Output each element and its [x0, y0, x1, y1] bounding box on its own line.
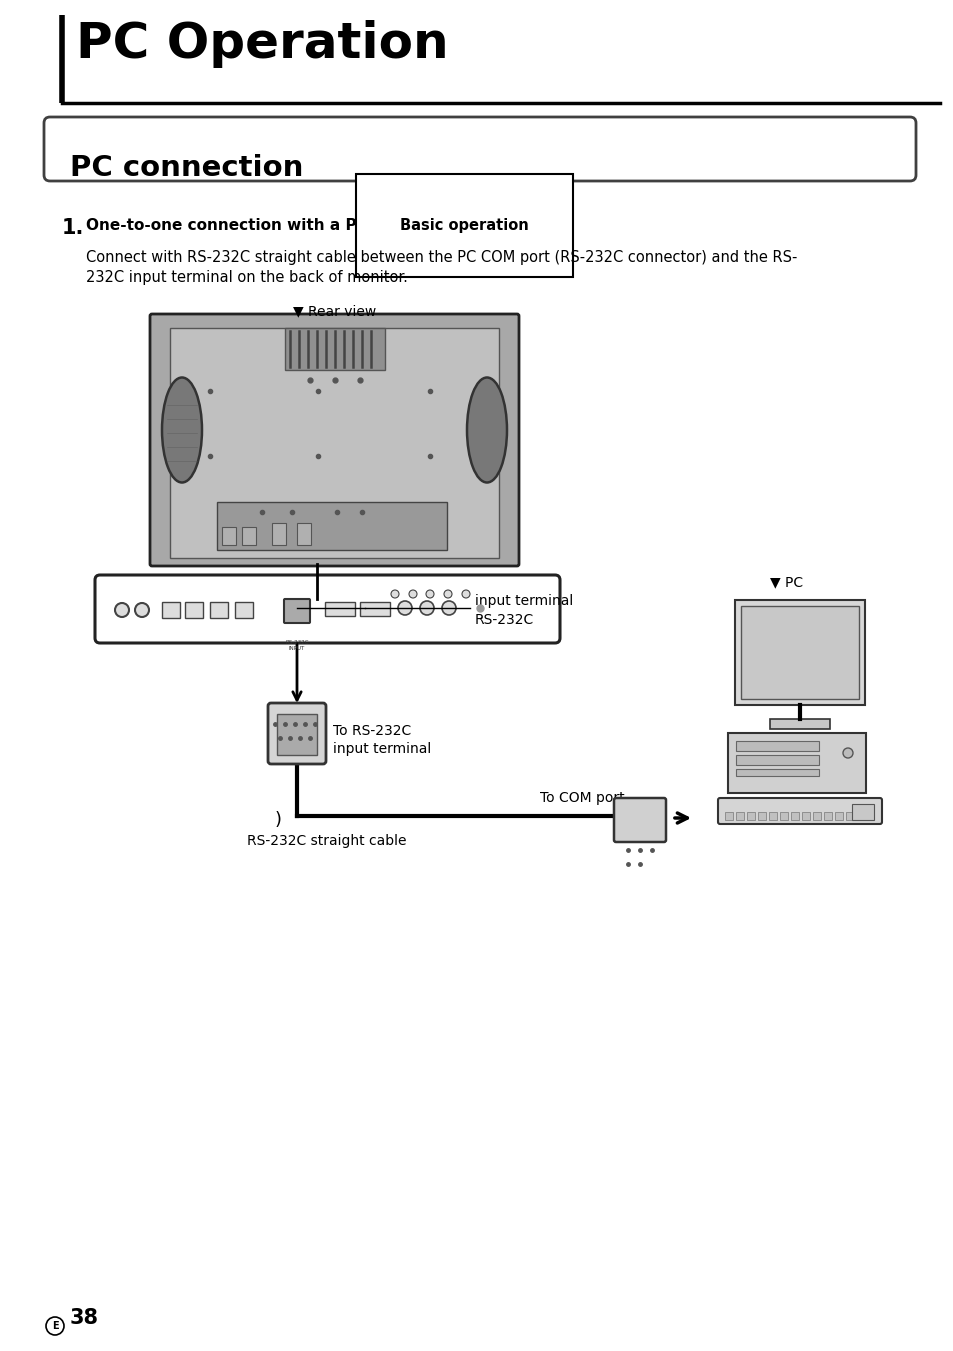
Text: ▼ PC: ▼ PC [769, 576, 802, 589]
Bar [780, 812, 787, 820]
FancyBboxPatch shape [44, 118, 915, 181]
Ellipse shape [391, 590, 398, 598]
FancyBboxPatch shape [95, 576, 559, 643]
Text: input terminal: input terminal [475, 594, 573, 608]
Bar [285, 328, 385, 370]
Bar [735, 755, 818, 765]
Text: E: E [51, 1321, 58, 1331]
Ellipse shape [461, 590, 470, 598]
Text: One-to-one connection with a PC......: One-to-one connection with a PC...... [86, 218, 401, 232]
Bar [734, 600, 864, 705]
Bar [758, 812, 765, 820]
Bar [325, 603, 355, 616]
Bar [790, 812, 799, 820]
Bar [210, 603, 228, 617]
Bar [296, 523, 311, 544]
Bar [746, 812, 754, 820]
Ellipse shape [842, 748, 852, 758]
Ellipse shape [409, 590, 416, 598]
Bar [170, 328, 498, 558]
Ellipse shape [426, 590, 434, 598]
Text: Connect with RS-232C straight cable between the PC COM port (RS-232C connector) : Connect with RS-232C straight cable betw… [86, 250, 797, 265]
Bar [735, 740, 818, 751]
Text: To RS-232C: To RS-232C [333, 724, 411, 738]
Text: Basic operation: Basic operation [399, 218, 528, 232]
Bar [834, 812, 842, 820]
Text: ): ) [274, 811, 282, 830]
FancyBboxPatch shape [268, 703, 326, 765]
Ellipse shape [441, 601, 456, 615]
Bar [735, 812, 743, 820]
Text: To COM port: To COM port [539, 790, 624, 805]
FancyBboxPatch shape [284, 598, 310, 623]
Bar [222, 527, 235, 544]
Text: 232C input terminal on the back of monitor.: 232C input terminal on the back of monit… [86, 270, 408, 285]
Ellipse shape [162, 377, 202, 482]
Text: input terminal: input terminal [333, 742, 431, 757]
Bar [162, 603, 180, 617]
Bar [727, 734, 865, 793]
Ellipse shape [397, 601, 412, 615]
Bar [812, 812, 821, 820]
Ellipse shape [135, 603, 149, 617]
Text: 38: 38 [70, 1308, 99, 1328]
Bar [769, 719, 829, 730]
FancyBboxPatch shape [150, 313, 518, 566]
Bar [735, 769, 818, 775]
Bar [234, 603, 253, 617]
Ellipse shape [419, 601, 434, 615]
Bar [272, 523, 286, 544]
Ellipse shape [467, 377, 506, 482]
Text: 1.: 1. [62, 218, 84, 238]
Ellipse shape [443, 590, 452, 598]
Bar [845, 812, 853, 820]
Bar [276, 713, 316, 755]
Text: RS-232C
INPUT: RS-232C INPUT [285, 640, 309, 651]
Text: ▼ Rear view: ▼ Rear view [293, 304, 375, 317]
Bar [801, 812, 809, 820]
Text: RS-232C: RS-232C [475, 613, 534, 627]
Bar [724, 812, 732, 820]
Bar [851, 804, 873, 820]
Ellipse shape [115, 603, 129, 617]
Text: PC Operation: PC Operation [76, 20, 448, 68]
Bar [216, 503, 447, 550]
Bar [768, 812, 776, 820]
Bar [823, 812, 831, 820]
Bar [740, 607, 858, 698]
Bar [185, 603, 203, 617]
FancyBboxPatch shape [614, 798, 665, 842]
Bar [359, 603, 390, 616]
FancyBboxPatch shape [718, 798, 882, 824]
Text: RS-232C straight cable: RS-232C straight cable [247, 834, 406, 848]
Text: PC connection: PC connection [70, 154, 303, 182]
Bar [856, 812, 864, 820]
Bar [242, 527, 255, 544]
